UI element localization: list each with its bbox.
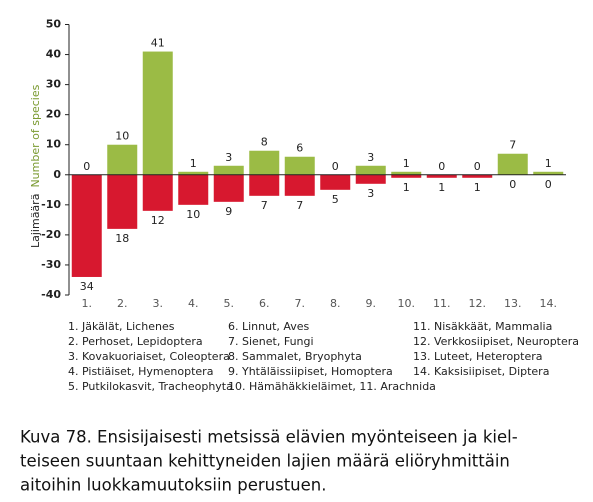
data-label: 3 [367,151,374,164]
x-tick-label: 7. [295,297,306,310]
bar [71,174,102,277]
data-label: 9 [225,205,232,218]
data-label: 10 [115,130,129,143]
caption: Kuva 78. Ensisijaisesti metsissä elävien… [20,428,518,447]
data-label: 1 [403,181,410,194]
data-label: 0 [474,160,481,173]
data-label: 7 [296,199,303,212]
x-tick-label: 10. [398,297,416,310]
legend-item: 3. Kovakuoriaiset, Coleoptera [68,350,230,363]
data-label: 0 [545,178,552,191]
y-label-en: Number of species [29,84,42,187]
legend-item: 10. Hämähäkkieläimet, 11. Arachnida [228,380,436,393]
legend-item: 12. Verkkosiipiset, Neuroptera [413,335,579,348]
bar [355,174,386,184]
legend-item: 5. Putkilokasvit, Tracheophyta [68,380,233,393]
bar [391,171,422,175]
x-tick-label: 6. [259,297,270,310]
bar [213,165,244,175]
data-label: 18 [115,232,129,245]
data-label: 6 [296,142,303,155]
bar [142,174,173,211]
x-tick-label: 4. [188,297,199,310]
y-tick-label: -20 [41,228,61,241]
x-tick-label: 13. [504,297,522,310]
data-label: 3 [367,187,374,200]
legend-item: 7. Sienet, Fungi [228,335,314,348]
legend-item: 1. Jäkälät, Lichenes [68,320,175,333]
y-axis-label: Lajimäärä Number of species [29,84,42,248]
bar [391,174,422,178]
bar [533,171,564,175]
caption: teiseen suuntaan kehittyneiden lajien mä… [20,452,510,471]
data-label: 8 [261,136,268,149]
x-tick-label: 1. [82,297,93,310]
bar [249,150,280,175]
data-label: 1 [190,157,197,170]
bar [107,174,138,229]
y-tick-label: -30 [41,258,61,271]
data-label: 0 [332,160,339,173]
x-tick-label: 3. [153,297,164,310]
y-tick-label: 10 [46,138,62,151]
y-tick-label: 0 [53,168,61,181]
legend-item: 2. Perhoset, Lepidoptera [68,335,203,348]
bar [355,165,386,175]
data-label: 0 [509,178,516,191]
y-tick-label: -40 [41,288,61,301]
legend-item: 9. Yhtäläissiipiset, Homoptera [228,365,393,378]
x-tick-label: 12. [469,297,487,310]
legend-item: 8. Sammalet, Bryophyta [228,350,362,363]
x-tick-label: 11. [433,297,451,310]
bar [284,174,315,196]
data-label: 5 [332,193,339,206]
bar [107,144,138,175]
bar [142,51,173,175]
data-label: 0 [83,160,90,173]
bar [426,174,457,178]
x-tick-label: 14. [540,297,558,310]
x-tick-label: 8. [330,297,341,310]
x-tick-label: 9. [366,297,377,310]
data-label: 12 [151,214,165,227]
bar [178,171,209,175]
data-label: 7 [261,199,268,212]
data-label: 34 [80,280,94,293]
data-label: 0 [438,160,445,173]
legend-item: 6. Linnut, Aves [228,320,310,333]
y-tick-label: 50 [46,18,62,31]
legend-item: 4. Pistiäiset, Hymenoptera [68,365,213,378]
bar [213,174,244,202]
data-label: 41 [151,37,165,50]
y-tick-label: 30 [46,78,62,91]
bar [497,153,528,175]
data-label: 7 [509,139,516,152]
legend-item: 11. Nisäkkäät, Mammalia [413,320,552,333]
bar [320,174,351,190]
data-label: 1 [438,181,445,194]
data-label: 1 [403,157,410,170]
bar [284,156,315,175]
bar [249,174,280,196]
x-tick-label: 5. [224,297,235,310]
y-tick-label: 40 [46,48,62,61]
data-label: 1 [545,157,552,170]
caption: aitoihin luokkamuutoksiin perustuen. [20,476,326,495]
data-label: 1 [474,181,481,194]
data-label: 10 [186,208,200,221]
y-tick-label: 20 [46,108,62,121]
bar [462,174,493,178]
y-tick-label: -10 [41,198,61,211]
legend-item: 14. Kaksisiipiset, Diptera [413,365,549,378]
legend-item: 13. Luteet, Heteroptera [413,350,543,363]
y-label-fi: Lajimäärä [29,194,42,248]
bar [178,174,209,205]
x-tick-label: 2. [117,297,128,310]
data-label: 3 [225,151,232,164]
